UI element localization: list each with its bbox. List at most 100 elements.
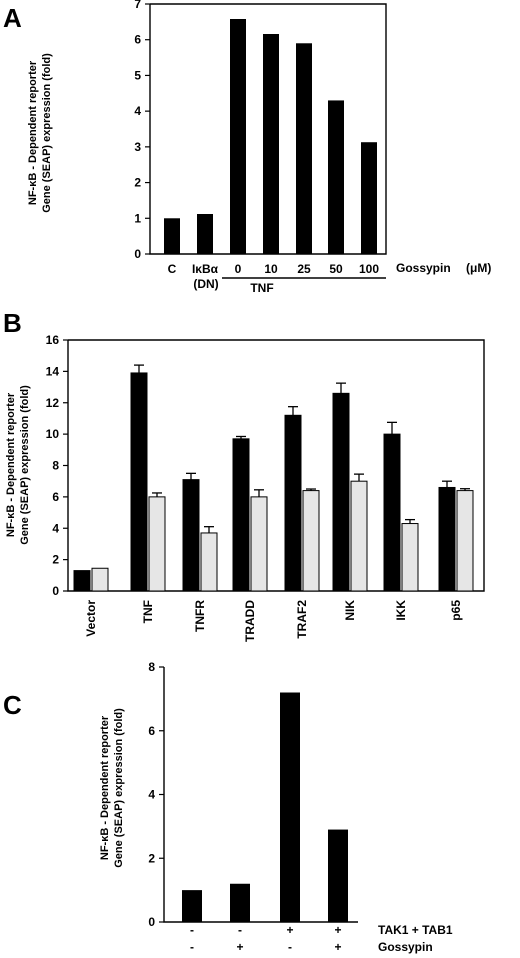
- bars-c: [182, 692, 348, 922]
- y-axis-label-line: Gene (SEAP) expression (fold): [19, 385, 31, 545]
- bars-b: [73, 364, 474, 592]
- y-tick-label: 6: [148, 724, 155, 738]
- gossypin-unit: (μM): [466, 261, 491, 275]
- bar: [197, 214, 213, 254]
- plot-frame-b: [67, 339, 485, 592]
- panel-letter-c: C: [3, 690, 22, 720]
- y-tick-label: 14: [46, 364, 60, 378]
- panel-letter-b: B: [3, 308, 22, 338]
- bar: [328, 829, 348, 922]
- condition-signs-c: - - + + TAK1 + TAB1 - + - + Gossypin: [190, 923, 453, 954]
- x-tick-label: p65: [449, 600, 463, 621]
- x-tick-labels-b: Vector TNF TNFR TRADD TRAF2 NIK IKK p65: [84, 600, 463, 642]
- bar-series-1: [73, 570, 91, 592]
- y-tick-label: 10: [46, 427, 60, 441]
- y-axis-label-line: NF-κB - Dependent reporter: [27, 60, 39, 205]
- bar-series-1: [284, 414, 302, 592]
- bar-series-1: [182, 479, 200, 592]
- y-tick-label: 0: [52, 584, 59, 598]
- bar-series-2: [91, 567, 109, 592]
- y-axis-label-line: Gene (SEAP) expression (fold): [113, 708, 125, 868]
- chart-panel-a: NF-κB - Dependent reporter Gene (SEAP) e…: [27, 0, 491, 295]
- x-tick-label: TRAF2: [295, 600, 309, 639]
- y-tick-label: 0: [148, 915, 155, 929]
- y-tick-label: 4: [134, 104, 141, 118]
- bar: [296, 43, 312, 255]
- x-tick-label: 0: [235, 262, 242, 276]
- condition-sign: +: [334, 923, 341, 937]
- x-tick-label: Vector: [84, 600, 98, 637]
- y-ticks-a: 0 1 2 3 4 5 6 7: [134, 0, 387, 261]
- y-tick-label: 6: [134, 33, 141, 47]
- y-tick-label: 4: [52, 521, 59, 535]
- bar: [230, 883, 250, 922]
- bar-series-2: [148, 496, 166, 592]
- condition-row-label: TAK1 + TAB1: [378, 923, 453, 937]
- y-tick-label: 6: [52, 490, 59, 504]
- bar-series-2: [401, 523, 419, 592]
- bar: [263, 34, 279, 254]
- condition-sign: -: [288, 940, 292, 954]
- bar-series-2: [350, 480, 368, 592]
- y-axis-label-line: NF-κB - Dependent reporter: [99, 715, 111, 860]
- x-tick-labels-a: C IκBα 0 10 25 50 100: [168, 262, 380, 276]
- x-tick-label: TNFR: [193, 600, 207, 632]
- bar-series-2: [302, 490, 320, 592]
- plot-frame-a: [149, 3, 387, 255]
- y-tick-label: 5: [134, 68, 141, 82]
- x-tick-label: 25: [297, 262, 311, 276]
- condition-row-label: Gossypin: [378, 940, 433, 954]
- x-tick-label: C: [168, 262, 177, 276]
- sublabel-tnf: TNF: [250, 281, 273, 295]
- sublabel-dn: (DN): [193, 277, 218, 291]
- y-tick-label: 2: [134, 176, 141, 190]
- y-tick-label: 1: [134, 211, 141, 225]
- y-tick-label: 0: [134, 247, 141, 261]
- bar-series-1: [232, 438, 250, 592]
- bar: [230, 19, 246, 254]
- bar-series-1: [130, 372, 148, 592]
- y-ticks-b: 0 2 4 6 8 10 12 14 16: [46, 333, 485, 598]
- x-tick-label: 100: [359, 262, 379, 276]
- y-tick-label: 7: [134, 0, 141, 11]
- condition-sign: -: [238, 923, 242, 937]
- chart-panel-b: NF-κB - Dependent reporter Gene (SEAP) e…: [5, 333, 485, 642]
- bar: [328, 100, 344, 254]
- bar: [182, 890, 202, 922]
- y-tick-label: 4: [148, 788, 155, 802]
- x-tick-label: 50: [329, 262, 343, 276]
- bar: [280, 692, 300, 922]
- bar-series-1: [383, 433, 401, 592]
- chart-panel-c: NF-κB - Dependent reporter Gene (SEAP) e…: [99, 660, 453, 954]
- y-axis-label-a: NF-κB - Dependent reporter Gene (SEAP) e…: [27, 53, 53, 213]
- x-tick-label: NIK: [343, 600, 357, 621]
- bar-series-2: [200, 532, 218, 592]
- y-ticks-c: 0 2 4 6 8: [148, 660, 358, 929]
- y-tick-label: 8: [52, 459, 59, 473]
- y-tick-label: 16: [46, 333, 60, 347]
- x-tick-label: 10: [264, 262, 278, 276]
- bars-a: [164, 19, 377, 255]
- bar-series-1: [438, 486, 456, 592]
- bar: [361, 142, 377, 254]
- y-axis-label-line: NF-κB - Dependent reporter: [5, 392, 17, 537]
- condition-sign: +: [334, 940, 341, 954]
- y-tick-label: 8: [148, 660, 155, 674]
- y-tick-label: 12: [46, 396, 60, 410]
- bar-series-2: [456, 490, 474, 592]
- y-axis-label-line: Gene (SEAP) expression (fold): [41, 53, 53, 213]
- y-tick-label: 3: [134, 140, 141, 154]
- y-axis-label-b: NF-κB - Dependent reporter Gene (SEAP) e…: [5, 385, 31, 545]
- x-tick-label: TNF: [141, 600, 155, 623]
- bar: [164, 218, 180, 254]
- condition-sign: -: [190, 940, 194, 954]
- condition-sign: +: [286, 923, 293, 937]
- condition-sign: +: [236, 940, 243, 954]
- x-tick-label: IκBα: [192, 262, 219, 276]
- condition-sign: -: [190, 923, 194, 937]
- bar-series-1: [332, 392, 350, 592]
- bar-series-2: [250, 496, 268, 592]
- x-tick-label: TRADD: [243, 600, 257, 642]
- gossypin-label: Gossypin: [396, 261, 451, 275]
